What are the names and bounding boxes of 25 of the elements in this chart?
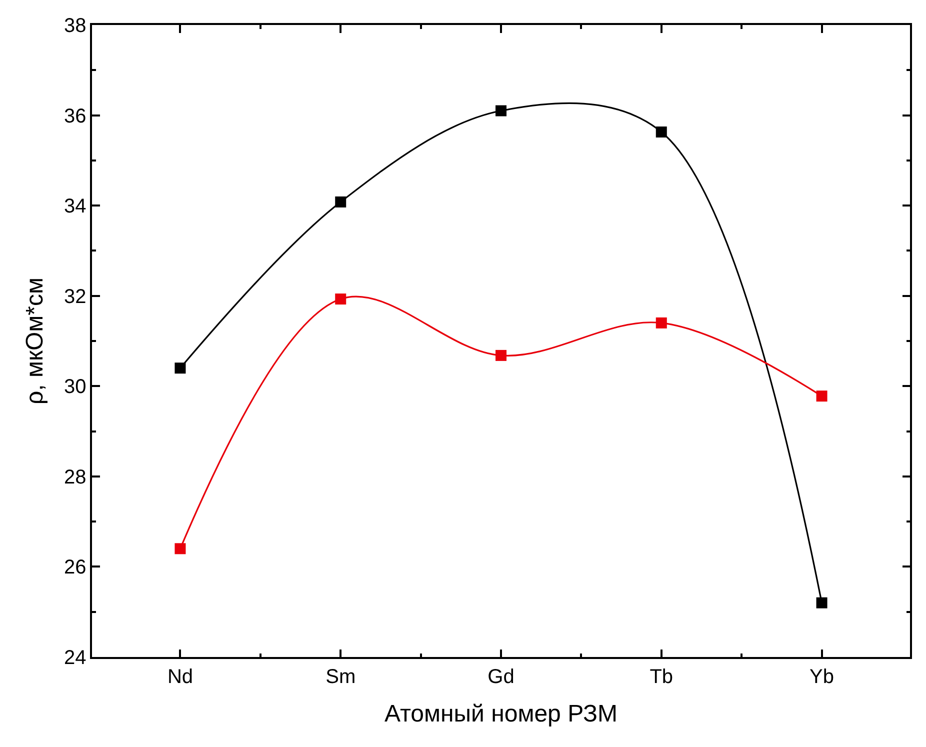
y-tick-label: 32 <box>64 286 86 308</box>
y-tick-label: 34 <box>64 196 86 218</box>
point <box>174 543 186 554</box>
point <box>656 317 667 328</box>
y-tick-label: 38 <box>64 15 86 37</box>
x-tick-label: Sm <box>326 666 356 688</box>
x-tick-label: Nd <box>167 666 194 688</box>
point <box>816 390 828 402</box>
y-tick-label: 30 <box>64 376 86 398</box>
point <box>496 350 506 361</box>
y-tick-label: 28 <box>64 466 86 488</box>
point <box>816 597 828 608</box>
point <box>174 362 186 374</box>
point <box>335 196 346 208</box>
x-tick-label: Gd <box>488 666 514 688</box>
y-tick-label: 36 <box>64 105 86 128</box>
x-tick-label: Tb <box>650 666 674 688</box>
x-tick-label: Yb <box>810 666 834 688</box>
y-tick-label: 26 <box>64 556 86 579</box>
y-axis-title: ρ, мкОм*см <box>22 278 49 404</box>
x-axis-title: Атомный номер РЗМ <box>384 700 618 728</box>
y-tick-label: 24 <box>64 647 86 669</box>
point <box>335 294 346 305</box>
point <box>656 126 667 138</box>
point <box>496 105 506 116</box>
